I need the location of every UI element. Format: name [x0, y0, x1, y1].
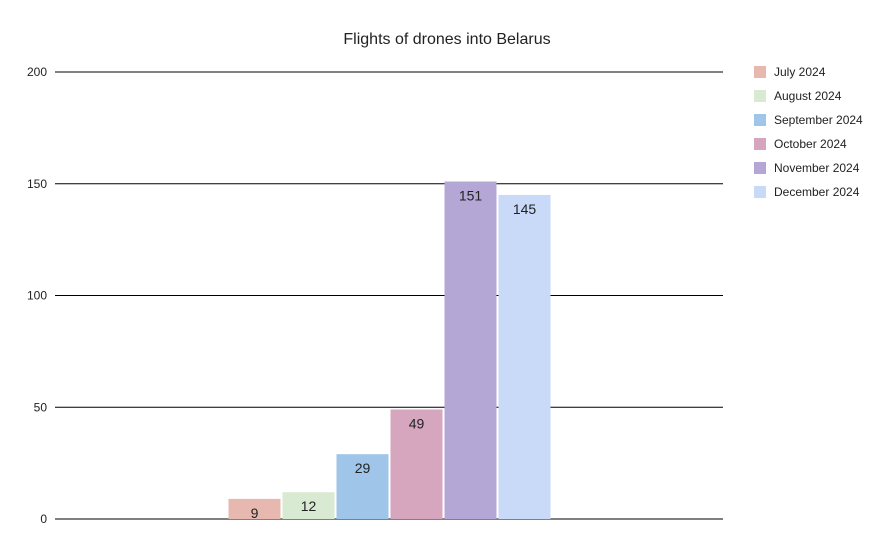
- bar-value-label: 151: [459, 188, 483, 204]
- legend-swatch: [754, 162, 766, 174]
- y-tick-label: 50: [34, 400, 48, 414]
- bar-value-label: 49: [409, 415, 425, 431]
- gridlines: 0 50 100 150 200: [27, 65, 723, 526]
- legend-entry: July 2024: [774, 65, 826, 79]
- bar: [444, 181, 497, 519]
- bar: [282, 492, 335, 519]
- legend-swatch: [754, 186, 766, 198]
- bars: 9 12 29 49 151 145: [228, 181, 551, 521]
- legend: July 2024 August 2024 September 2024 Octobe…: [754, 65, 863, 199]
- bar-value-label: 9: [251, 505, 259, 521]
- bar: [228, 498, 281, 519]
- legend-swatch: [754, 90, 766, 102]
- legend-entry: September 2024: [774, 113, 863, 127]
- legend-swatch: [754, 66, 766, 78]
- bar: [390, 409, 443, 519]
- bar: [498, 194, 551, 520]
- y-tick-label: 200: [27, 65, 47, 79]
- bar: [336, 454, 389, 519]
- legend-entry: August 2024: [774, 89, 842, 103]
- legend-swatch: [754, 114, 766, 126]
- legend-swatch: [754, 138, 766, 150]
- y-tick-label: 100: [27, 289, 47, 303]
- y-tick-label: 0: [40, 512, 47, 526]
- bar-value-label: 145: [513, 201, 537, 217]
- y-tick-label: 150: [27, 177, 47, 191]
- bar-value-label: 29: [355, 460, 371, 476]
- legend-entry: December 2024: [774, 185, 860, 199]
- chart-title: Flights of drones into Belarus: [343, 31, 550, 48]
- legend-entry: November 2024: [774, 161, 860, 175]
- bar-value-label: 12: [301, 498, 317, 514]
- legend-entry: October 2024: [774, 137, 847, 151]
